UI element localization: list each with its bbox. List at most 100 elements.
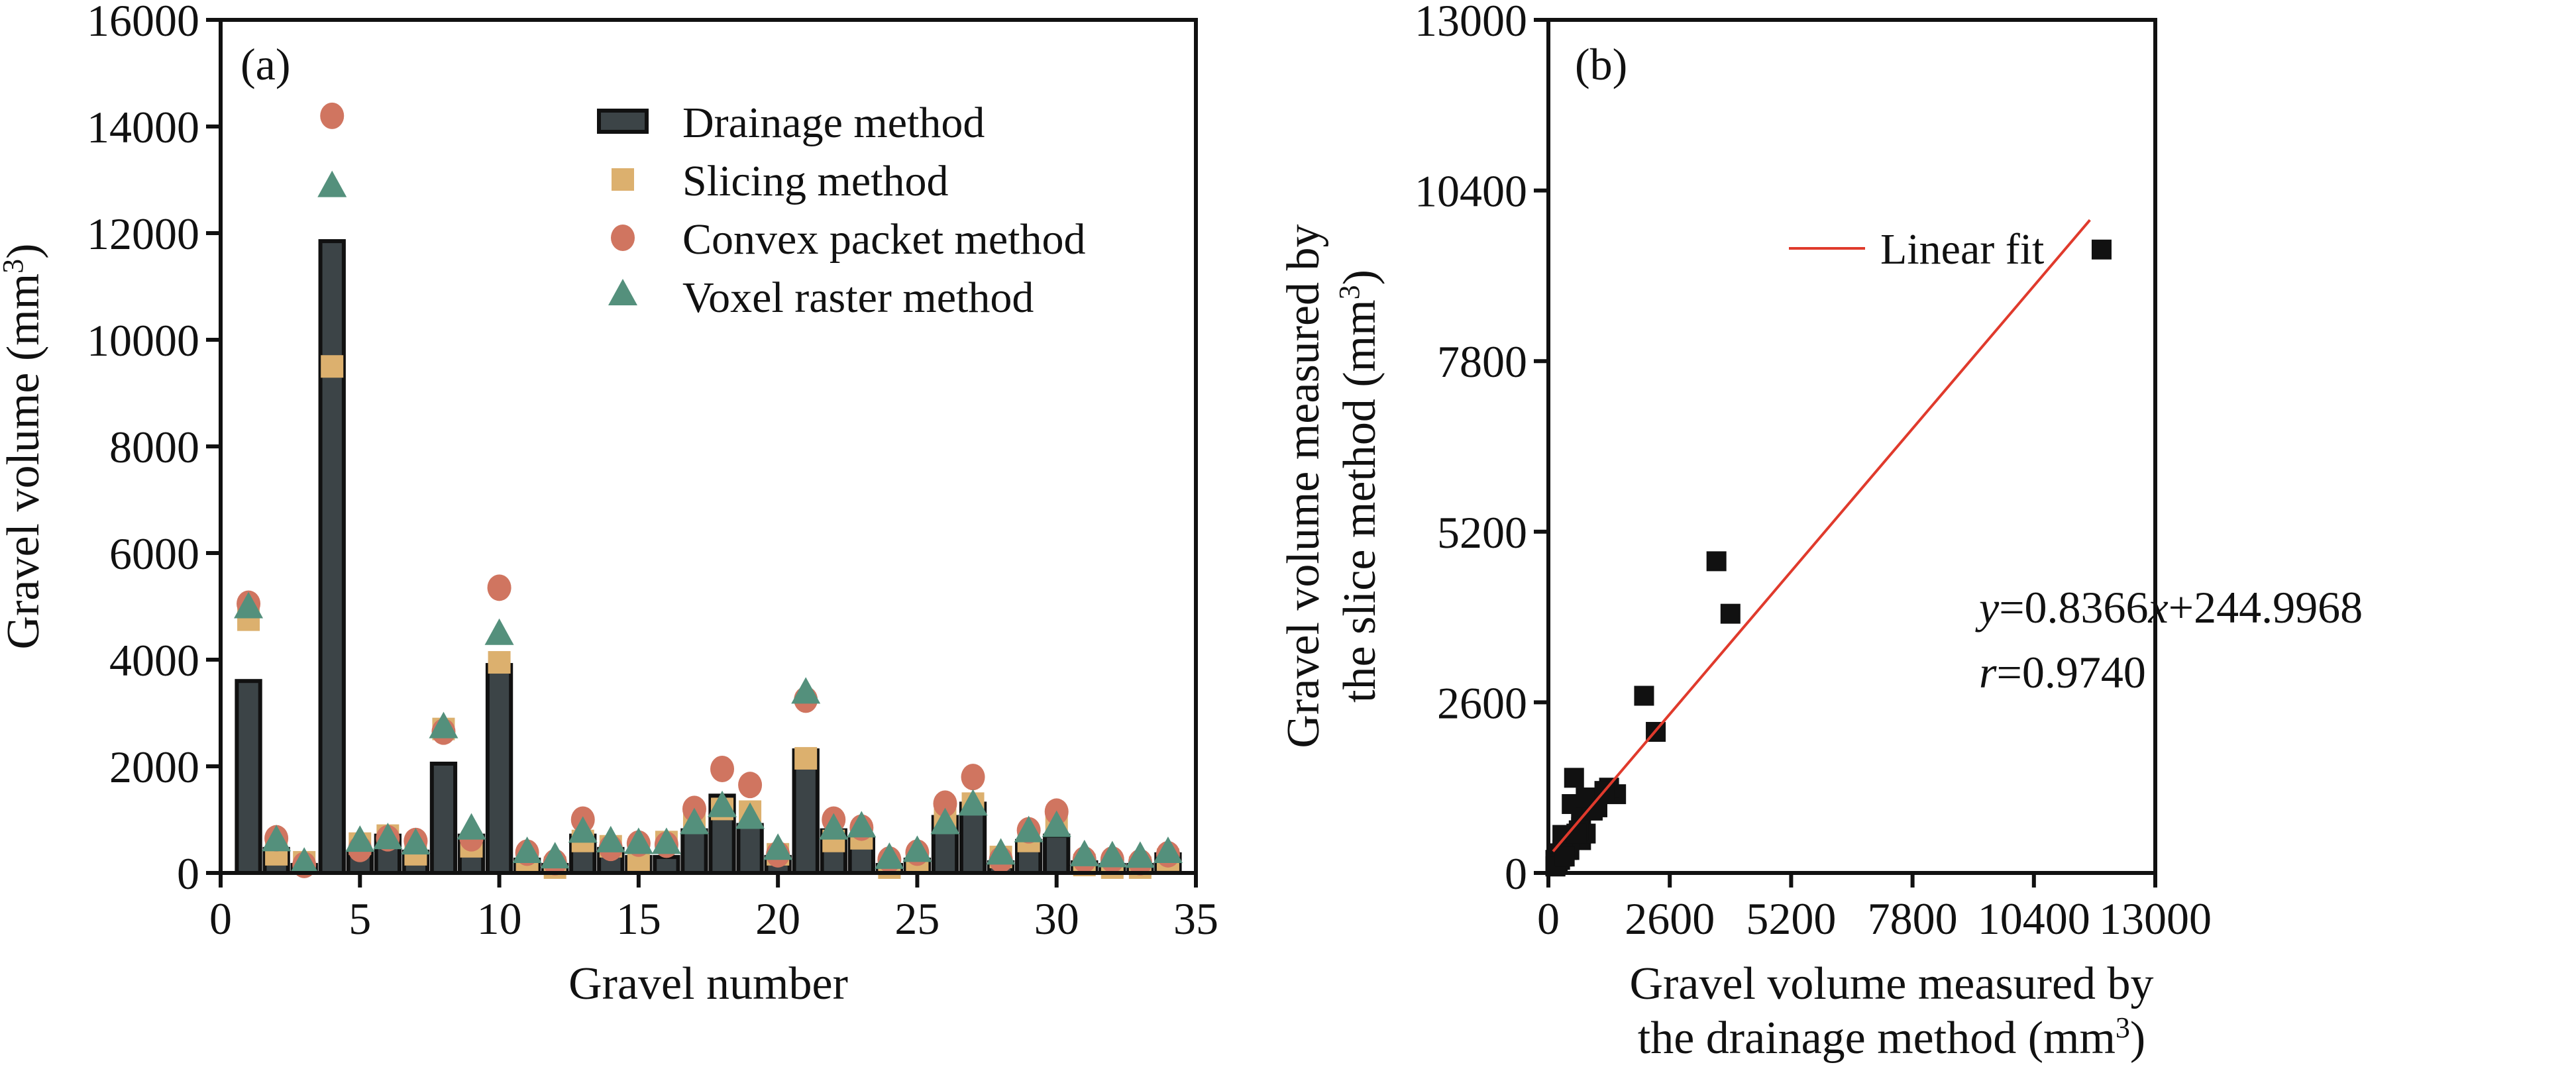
y-tick-label: 12000 [87,209,199,259]
voxel-marker [512,837,542,864]
voxel-marker [1097,840,1127,868]
voxel-marker [902,835,932,862]
x-axis-title-line2: the drainage method (mm3) [1638,1011,2145,1064]
eq-x-var: x [2148,582,2169,633]
y-tick-label: 6000 [109,529,199,579]
eq-part1: =0.8366 [1999,582,2148,633]
y-tick-label: 0 [177,848,199,899]
bars-group [235,239,1182,876]
voxel-marker [290,847,319,874]
y-tick-label: 4000 [109,635,199,686]
x-axis-title-sup: 3 [2116,1011,2130,1044]
slicing-marker [321,355,344,378]
points-group [1545,239,2112,877]
legend-swatch-convex-marker [611,225,635,251]
drainage-bar [653,854,680,875]
legend-label: Drainage method [682,99,985,147]
legend-swatch-slicing-marker [612,168,634,191]
voxel-marker [1153,837,1183,864]
drainage-bar [1043,833,1071,876]
y-axis-title-close: ) [0,244,49,259]
legend-b: Linear fit [1789,225,2044,274]
drainage-bar [680,828,708,875]
scatter-point [1564,768,1584,788]
y-tick-label: 16000 [87,0,199,46]
x-tick-label-b: 13000 [2099,893,2212,944]
convex-marker [933,790,957,817]
y-axis-title-line1: Gravel volume measured by [1278,224,1329,748]
drainage-bar [736,823,764,876]
voxel-marker [456,813,486,840]
x-tick-label: 30 [1034,893,1079,944]
voxel-marker [401,828,431,855]
x-axis-ticks-b: 0 2600 5200 7800 10400 13000 [1537,873,2212,944]
regression-equation: y=0.8366x+244.9968 [1975,582,2363,633]
y-axis-title-close-b: ) [1334,270,1385,285]
y-axis-ticks-b: 0 2600 5200 7800 10400 13000 [1415,0,1548,899]
voxel-marker [429,711,458,738]
voxel-marker [317,170,347,197]
eq-part2: +244.9968 [2169,582,2363,633]
voxel-marker [1069,839,1099,866]
legend-label-linear-fit: Linear fit [1880,225,2044,274]
voxel-marker [1042,810,1071,837]
eq-y-var: y [1975,582,2000,633]
x-tick-label: 10 [477,893,522,944]
y-axis-title-line2: the slice method (mm3) [1333,270,1386,703]
y-axis-title-text: Gravel volume (mm [0,274,49,650]
legend-label: Voxel raster method [682,274,1034,322]
drainage-bar [485,663,513,875]
convex-marker [738,772,763,799]
drainage-bar [235,679,262,875]
y-tick-label: 14000 [87,102,199,152]
panel-label-a: (a) [241,39,290,89]
y-tick-label-b: 7800 [1437,336,1527,387]
voxel-marker [596,825,625,852]
voxel-marker [568,816,598,843]
x-tick-label-b: 0 [1537,893,1560,944]
convex-marker [487,574,511,601]
convex-marker [320,102,345,129]
y-axis-title-sup: 3 [0,259,29,274]
voxel-marker [986,838,1016,865]
scatter-point [2091,239,2112,260]
x-axis-title: Gravel number [568,958,848,1009]
x-tick-label-b: 2600 [1625,893,1715,944]
voxel-marker [623,827,653,854]
legend-swatch-undefined [597,109,649,134]
y-tick-label: 8000 [109,422,199,472]
x-tick-label: 35 [1173,893,1218,944]
voxel-marker [540,842,570,869]
voxel-marker [651,827,681,854]
plot-frame-b [1546,18,2157,875]
y-tick-label-b: 2600 [1437,678,1527,728]
legend: Drainage method Slicing method Convex pack… [597,99,1086,322]
plot-frame [219,18,1198,875]
drainage-bar [429,761,458,875]
x-tick-label: 25 [894,893,939,944]
voxel-marker [735,802,765,829]
convex-marker [710,756,735,783]
y-tick-label: 2000 [109,742,199,792]
x-tick-label: 0 [209,893,232,944]
y-axis-title-line2-text: the slice method (mm [1334,299,1385,702]
voxel-marker [679,807,709,835]
y-axis-title-sup-b: 3 [1333,285,1366,299]
panel-label-b: (b) [1575,39,1627,89]
x-tick-label: 20 [755,893,800,944]
x-tick-label-b: 10400 [1978,893,2090,944]
x-axis-title-close: ) [2130,1013,2145,1064]
linear-fit-line [1552,219,2091,852]
x-tick-label-b: 7800 [1868,893,1958,944]
scatter-point [1720,603,1741,624]
x-axis-ticks: 0 5 10 15 20 25 30 35 [209,873,1218,944]
legend-label: Slicing method [682,157,948,205]
voxel-marker [791,677,821,704]
y-tick-label-b: 0 [1505,848,1527,899]
x-tick-label: 15 [616,893,661,944]
y-tick-label-b: 10400 [1415,166,1527,217]
y-axis-title: Gravel volume (mm3) [0,244,49,650]
y-tick-label: 10000 [87,315,199,366]
voxel-marker [930,807,960,835]
